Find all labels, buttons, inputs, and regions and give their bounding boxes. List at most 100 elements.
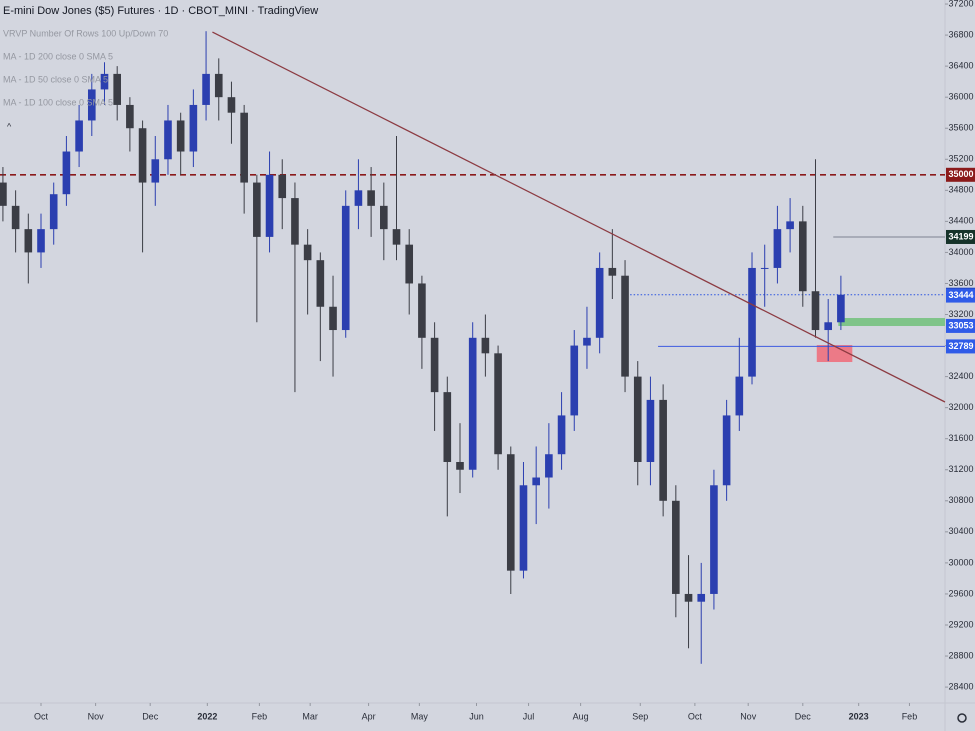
indicator-legend: MA - 1D 50 close 0 SMA 5	[3, 74, 108, 84]
x-tick-label: Apr	[362, 711, 376, 721]
candle-body	[608, 267, 617, 276]
candle-body	[151, 159, 160, 183]
y-tick-label: 28800	[948, 650, 973, 660]
candle-body	[418, 283, 426, 338]
candle-body	[532, 477, 540, 486]
candle-body	[303, 244, 312, 261]
price-tag	[946, 318, 975, 333]
x-tick-label: Jun	[469, 711, 484, 721]
candle-body	[811, 291, 820, 331]
candle-body	[100, 73, 109, 90]
x-tick-label: Dec	[142, 711, 159, 721]
candle-body	[735, 376, 744, 416]
candle-body	[481, 337, 490, 354]
settings-icon[interactable]	[957, 713, 967, 723]
candle-body	[684, 593, 693, 602]
candle-body	[405, 244, 414, 284]
candle-body	[506, 454, 515, 571]
x-tick-label: Oct	[688, 711, 703, 721]
candle-body	[202, 73, 210, 105]
y-tick-label: 35200	[948, 154, 973, 164]
y-tick-label: 29600	[948, 588, 973, 598]
x-tick-label: 2023	[849, 711, 869, 721]
candle-body	[87, 89, 96, 121]
price-tag	[946, 167, 975, 182]
candle-body	[37, 229, 45, 253]
candle-body	[722, 415, 731, 486]
x-tick-label: Aug	[573, 711, 589, 721]
x-tick-label: Feb	[902, 711, 918, 721]
candle-body	[75, 120, 83, 152]
candle-body	[468, 337, 477, 470]
candle-body	[278, 174, 287, 199]
price-tag	[946, 229, 975, 244]
candle-body	[786, 221, 794, 230]
y-tick-label: 29200	[948, 619, 973, 629]
zone	[816, 345, 853, 363]
y-tick-label: 30000	[948, 557, 973, 567]
y-tick-label: 32000	[948, 402, 973, 412]
candle-body	[126, 104, 134, 129]
candle-body	[710, 485, 718, 594]
candle-body	[621, 275, 629, 377]
candle-body	[392, 229, 401, 245]
price-tag-label: 33053	[948, 320, 973, 330]
candle-body	[773, 229, 782, 268]
collapse-toggle[interactable]: ^	[7, 121, 12, 131]
candle-body	[49, 194, 58, 230]
indicator-legend: MA - 1D 100 close 0 SMA 5	[3, 97, 113, 107]
y-tick-label: 33200	[948, 309, 973, 319]
candle-body	[367, 190, 375, 206]
candle-body	[189, 104, 198, 152]
candle-body	[138, 128, 147, 183]
x-tick-label: Mar	[302, 711, 318, 721]
candle-body	[494, 353, 502, 455]
candle-body	[456, 461, 464, 470]
candle-body	[646, 399, 655, 462]
y-tick-label: 36400	[948, 61, 973, 71]
y-tick-label: 36000	[948, 92, 973, 102]
x-tick-label: Nov	[740, 711, 757, 721]
candle-body	[227, 97, 236, 113]
candle-body	[265, 174, 274, 237]
candle-body	[240, 112, 248, 183]
candle-body	[11, 205, 20, 230]
candle-body	[0, 182, 7, 206]
candle-body	[380, 205, 388, 230]
price-tag-label: 34199	[948, 231, 973, 241]
candle-body	[113, 73, 121, 105]
y-tick-label: 36800	[948, 29, 973, 39]
candle-body	[291, 198, 299, 245]
candle-body	[633, 376, 642, 462]
candle-body	[214, 73, 223, 98]
candle-body	[583, 337, 591, 346]
x-tick-label: Nov	[88, 711, 105, 721]
candle-body	[595, 267, 604, 338]
candle-body	[748, 267, 756, 377]
y-tick-label: 31200	[948, 464, 973, 474]
y-tick-label: 34000	[948, 247, 973, 257]
candle-body	[164, 120, 172, 160]
price-tag-label: 35000	[948, 169, 973, 179]
y-tick-label: 37200	[948, 0, 973, 8]
candle-body	[570, 345, 579, 416]
candle-body	[443, 392, 452, 462]
x-tick-label: Sep	[632, 711, 648, 721]
candle-body	[253, 182, 261, 237]
candle-body	[176, 120, 185, 152]
y-tick-label: 35600	[948, 123, 973, 133]
candle-body	[545, 454, 553, 478]
indicator-legend: VRVP Number Of Rows 100 Up/Down 70	[3, 28, 168, 38]
candle-body	[760, 267, 769, 269]
price-tag	[946, 288, 975, 303]
candle-body	[316, 260, 325, 307]
candle-body	[341, 205, 350, 331]
y-tick-label: 32400	[948, 371, 973, 381]
candle-body	[557, 415, 566, 455]
candle-body	[798, 221, 807, 292]
candle-body	[824, 322, 833, 331]
candle-body	[62, 151, 71, 195]
